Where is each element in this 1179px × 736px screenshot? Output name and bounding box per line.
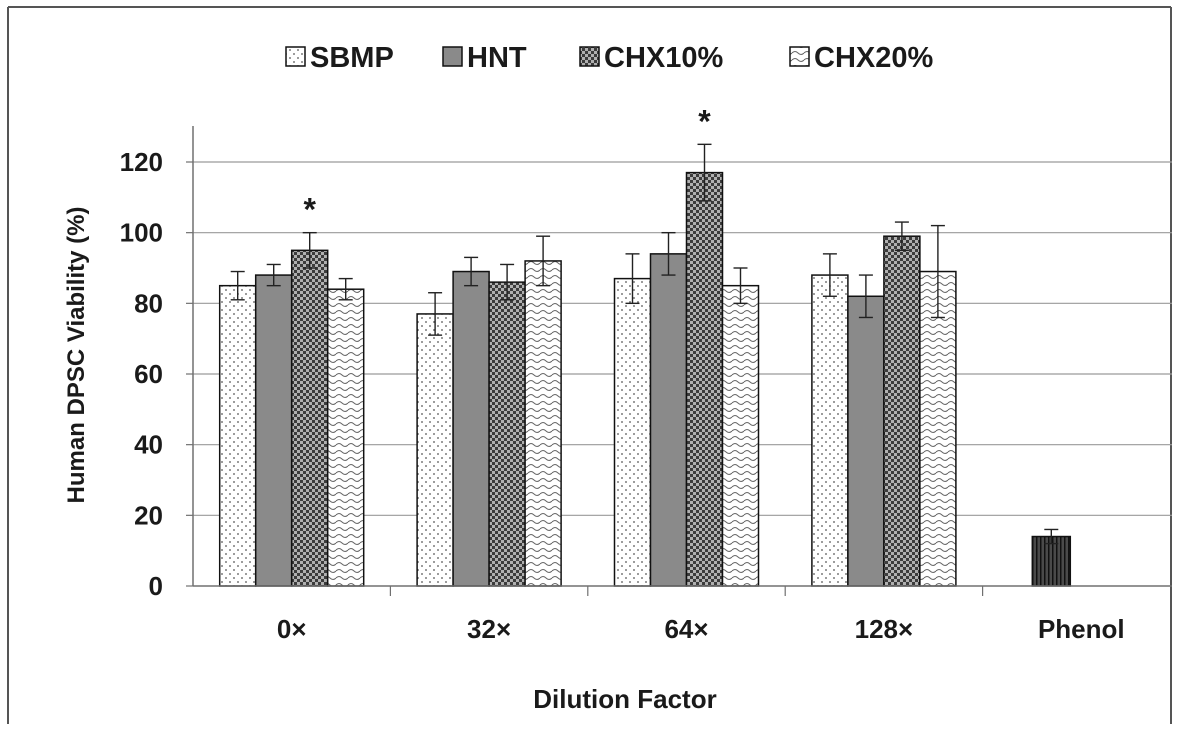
y-tick-label: 80 [134,288,163,318]
error-bars [230,143,1059,545]
bar-hnt-1 [452,270,490,587]
bar-sbmp-1 [416,313,454,587]
legend: SBMP HNT CHX10% CHX20% [285,42,933,74]
legend-label: HNT [467,42,527,74]
bar-chx20pct-3 [919,270,957,587]
significance-star: * [303,192,316,228]
x-axis-category-labels: 0× 32× 64× 128× Phenol [277,586,1125,644]
x-tick-label: 128× [855,614,914,644]
bar-chx10pct-2 [685,171,724,587]
bars [218,171,1072,587]
y-axis-ticks: 0 20 40 60 80 100 120 [120,147,193,601]
bar-chx10pct-0 [290,249,329,587]
legend-swatch [442,46,463,67]
y-tick-label: 40 [134,430,163,460]
bar-chx10pct-1 [488,281,526,587]
bar-hnt-0 [254,274,293,587]
y-tick-label: 100 [120,218,163,248]
bar-chx20pct-0 [326,288,365,587]
bar-sbmp-3 [811,274,849,587]
legend-swatch [285,46,306,67]
y-tick-label: 0 [149,571,163,601]
x-tick-label: 64× [664,614,708,644]
y-axis-label: Human DPSC Viability (%) [63,207,90,504]
legend-swatch [789,46,810,67]
significance-star: * [698,103,711,139]
bar-chx10pct-3 [883,235,921,587]
bar-chx20pct-1 [524,260,562,587]
x-tick-label: Phenol [1038,614,1125,644]
legend-label: CHX20% [814,42,933,74]
bar-chx20pct-2 [721,284,760,587]
x-tick-label: 0× [277,614,307,644]
y-tick-label: 60 [134,359,163,389]
bar-sbmp-0 [218,284,257,587]
y-tick-label: 20 [134,500,163,530]
legend-label: SBMP [310,42,394,74]
bar-sbmp-2 [613,277,652,587]
significance-markers: ** [303,103,711,227]
x-tick-label: 32× [467,614,511,644]
bar-hnt-3 [847,295,885,587]
y-tick-label: 120 [120,147,163,177]
legend-swatch [579,46,600,67]
bar-hnt-2 [649,253,688,587]
x-axis-label: Dilution Factor [533,684,716,714]
legend-label: CHX10% [604,42,723,74]
